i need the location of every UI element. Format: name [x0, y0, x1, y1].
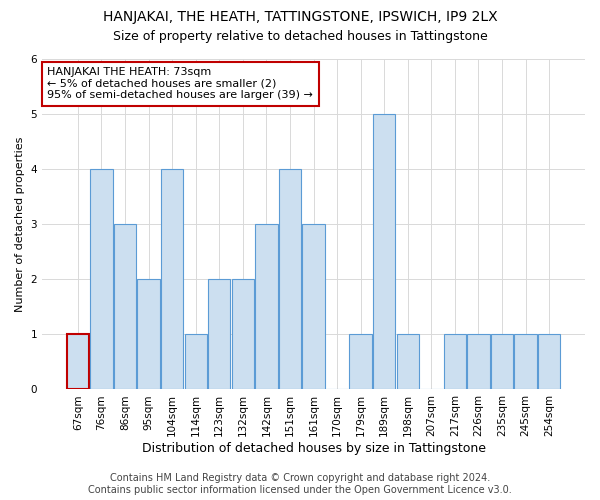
Bar	[467, 334, 490, 390]
Bar	[514, 334, 537, 390]
Bar	[90, 169, 113, 390]
Text: HANJAKAI THE HEATH: 73sqm
← 5% of detached houses are smaller (2)
95% of semi-de: HANJAKAI THE HEATH: 73sqm ← 5% of detach…	[47, 68, 313, 100]
Bar	[255, 224, 278, 390]
Bar	[491, 334, 513, 390]
Text: Size of property relative to detached houses in Tattingstone: Size of property relative to detached ho…	[113, 30, 487, 43]
Bar	[349, 334, 372, 390]
X-axis label: Distribution of detached houses by size in Tattingstone: Distribution of detached houses by size …	[142, 442, 485, 455]
Bar	[67, 334, 89, 390]
Bar	[373, 114, 395, 390]
Text: HANJAKAI, THE HEATH, TATTINGSTONE, IPSWICH, IP9 2LX: HANJAKAI, THE HEATH, TATTINGSTONE, IPSWI…	[103, 10, 497, 24]
Bar	[185, 334, 207, 390]
Y-axis label: Number of detached properties: Number of detached properties	[15, 136, 25, 312]
Bar	[208, 280, 230, 390]
Bar	[137, 280, 160, 390]
Bar	[161, 169, 184, 390]
Bar	[279, 169, 301, 390]
Bar	[397, 334, 419, 390]
Bar	[538, 334, 560, 390]
Text: Contains HM Land Registry data © Crown copyright and database right 2024.
Contai: Contains HM Land Registry data © Crown c…	[88, 474, 512, 495]
Bar	[114, 224, 136, 390]
Bar	[302, 224, 325, 390]
Bar	[443, 334, 466, 390]
Bar	[232, 280, 254, 390]
